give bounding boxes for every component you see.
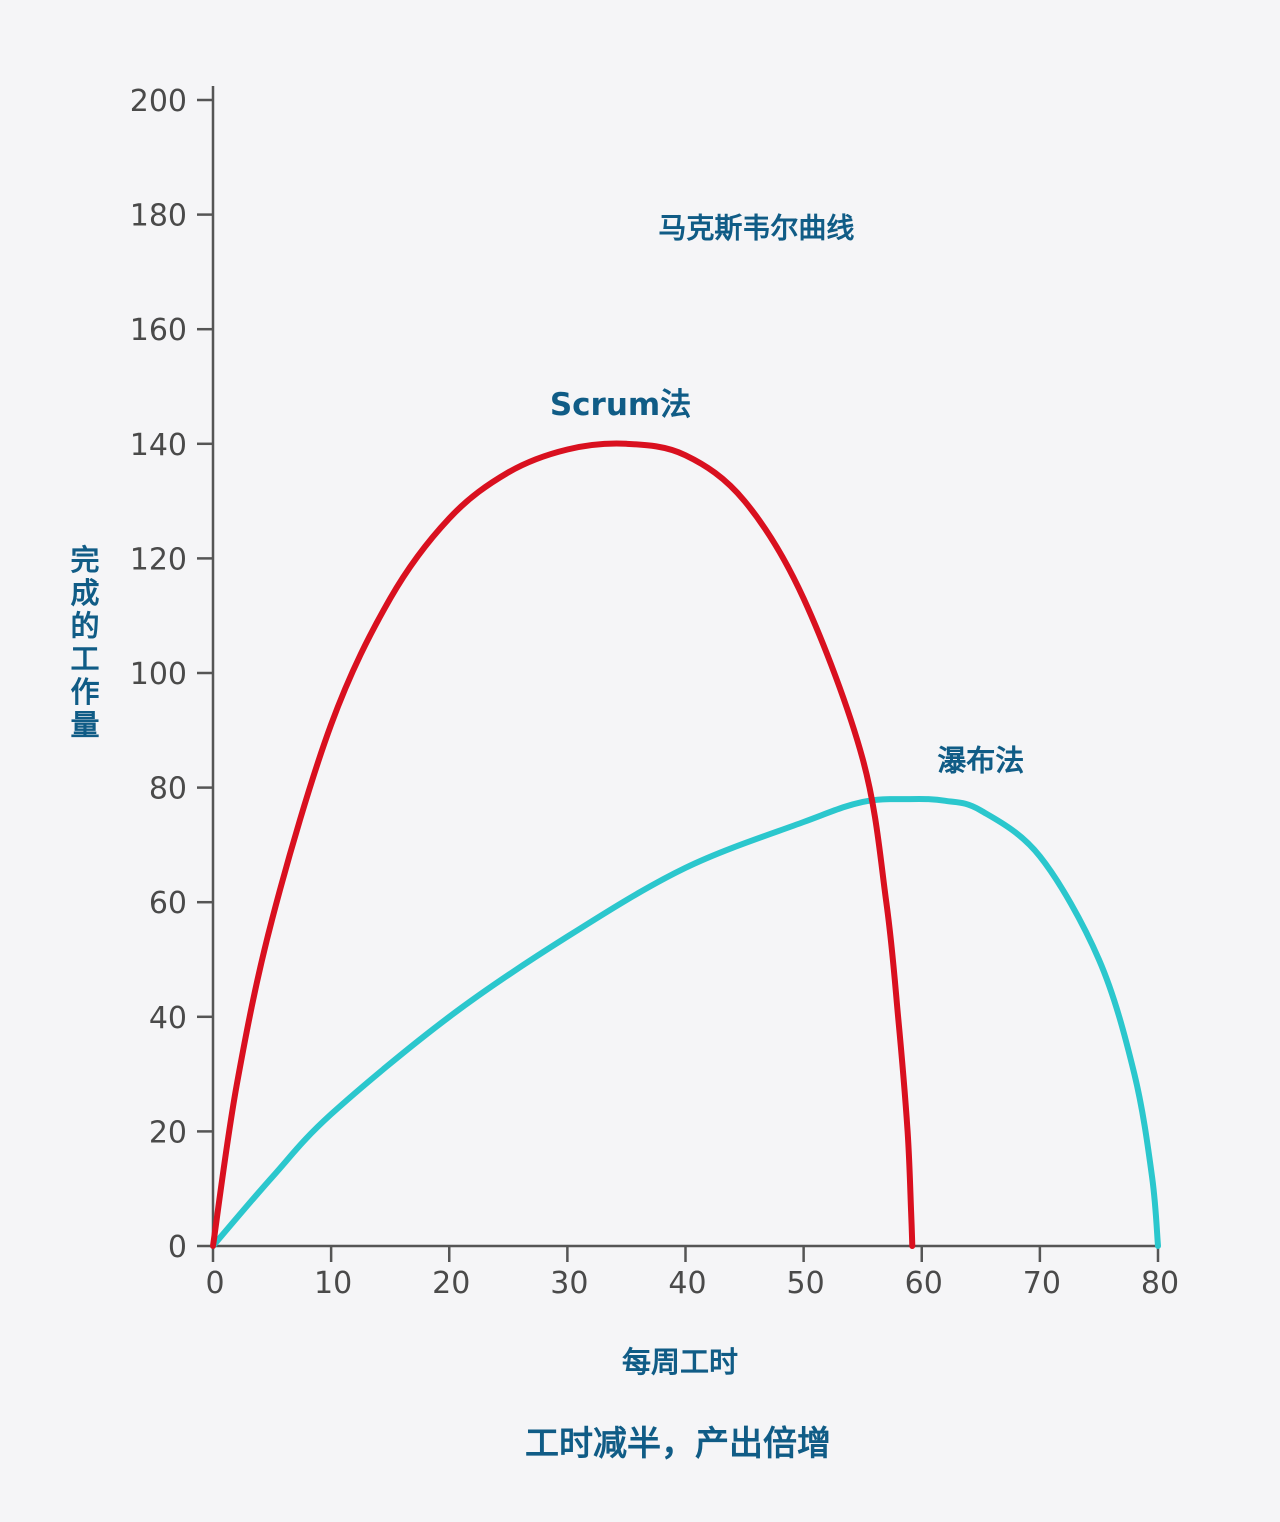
- x-tick-label: 0: [205, 1266, 224, 1301]
- y-tick-label: 40: [149, 1001, 187, 1036]
- y-tick-label: 180: [130, 199, 187, 234]
- chart-subtitle: 工时减半，产出倍增: [525, 1424, 831, 1464]
- y-ticks: 0 20 40 60 80 100 120 140 160 180 200: [130, 84, 213, 1265]
- x-axis-label: 每周工时: [622, 1345, 738, 1379]
- y-tick-label: 200: [130, 84, 187, 119]
- y-axis-label: 完成的工作量: [70, 543, 99, 742]
- x-tick-label: 40: [668, 1266, 706, 1301]
- x-tick-label: 30: [550, 1266, 588, 1301]
- y-tick-label: 120: [130, 542, 187, 577]
- waterfall-label: 瀑布法: [937, 743, 1024, 777]
- y-tick-label: 80: [149, 772, 187, 807]
- series-line-waterfall: [210, 796, 1161, 1249]
- x-tick-label: 60: [905, 1266, 943, 1301]
- x-tick-label: 10: [314, 1266, 352, 1301]
- x-tick-label: 20: [432, 1266, 470, 1301]
- y-tick-label: 100: [130, 657, 187, 692]
- y-tick-label: 20: [149, 1115, 187, 1150]
- x-tick-label: 50: [787, 1266, 825, 1301]
- y-tick-label: 140: [130, 428, 187, 463]
- y-tick-label: 0: [168, 1230, 187, 1265]
- curve-title: 马克斯韦尔曲线: [658, 212, 854, 245]
- series-group: [210, 440, 1161, 1249]
- x-tick-label: 70: [1023, 1266, 1061, 1301]
- scrum-label: Scrum法: [550, 387, 691, 423]
- y-tick-label: 160: [130, 313, 187, 348]
- series-line-scrum: [210, 440, 916, 1249]
- x-tick-label: 80: [1141, 1266, 1179, 1301]
- y-tick-label: 60: [149, 886, 187, 921]
- x-ticks: 0 10 20 30 40 50 60 70 80: [205, 1246, 1179, 1301]
